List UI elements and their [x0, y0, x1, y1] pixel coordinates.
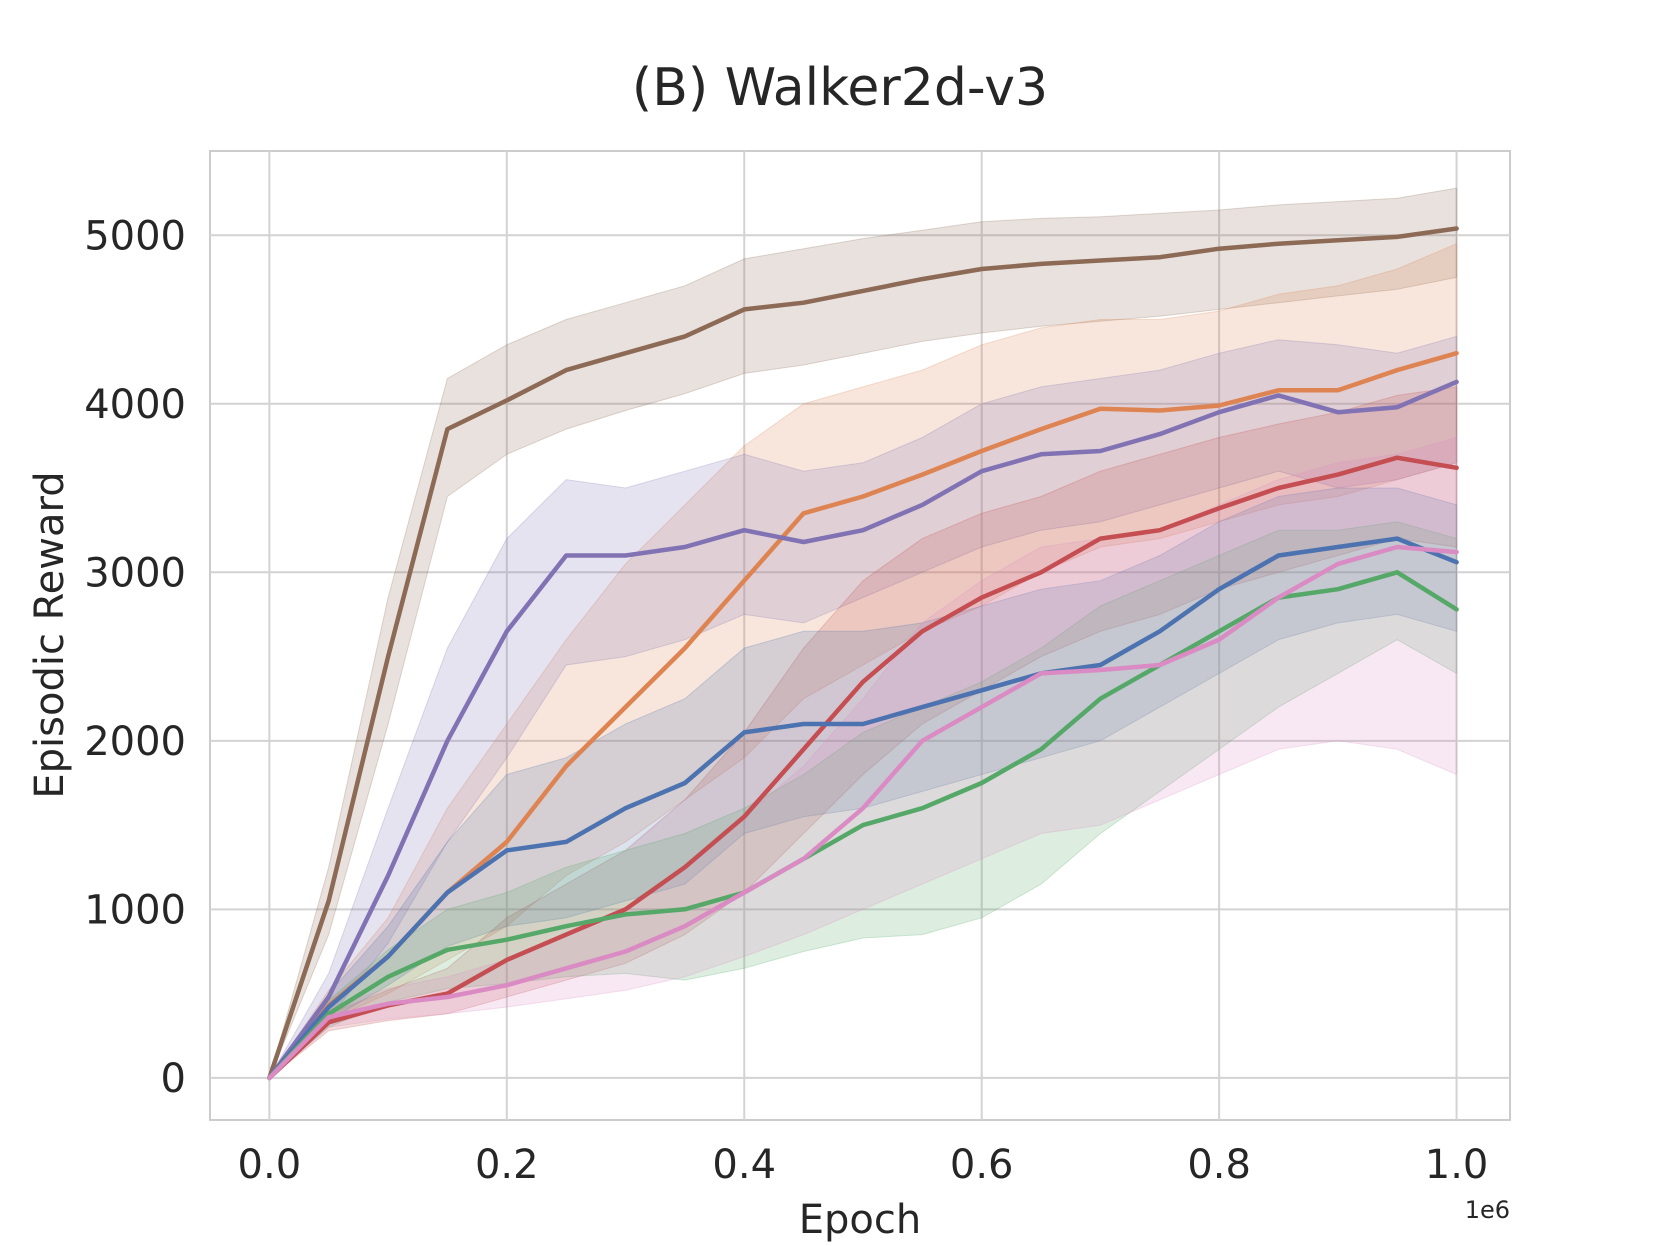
x-axis-label: Epoch	[799, 1197, 921, 1243]
series-line-blue	[267, 536, 1459, 1081]
x-tick-label: 0.6	[950, 1142, 1014, 1188]
band-purple	[268, 335, 1458, 1079]
series-line-brown	[267, 226, 1459, 1081]
y-tick-label: 2000	[84, 719, 186, 765]
band-green	[269, 521, 1458, 1079]
gridlines	[210, 151, 1510, 1120]
series-line-red	[267, 455, 1459, 1081]
band-brown	[268, 187, 1458, 1079]
series-lines	[267, 226, 1459, 1081]
band-blue	[268, 487, 1458, 1079]
y-tick-label: 5000	[84, 213, 186, 259]
y-tick-label: 3000	[84, 550, 186, 596]
y-tick-label: 1000	[84, 887, 186, 933]
x-scale-label: 1e6	[1465, 1196, 1510, 1224]
x-tick-labels: 0.0 0.2 0.4 0.6 0.8 1.0	[238, 1142, 1489, 1188]
y-tick-labels: 0 1000 2000 3000 4000 5000	[84, 213, 186, 1102]
series-line-green	[267, 570, 1459, 1081]
series-line-pink	[267, 544, 1459, 1081]
x-tick-label: 1.0	[1425, 1142, 1489, 1188]
x-tick-label: 0.0	[238, 1142, 302, 1188]
series-line-orange	[267, 350, 1459, 1081]
chart-title: (B) Walker2d-v3	[632, 58, 1048, 118]
x-tick-label: 0.4	[712, 1142, 776, 1188]
plot-area	[209, 150, 1511, 1121]
confidence-bands	[268, 187, 1458, 1079]
series-line-purple	[267, 379, 1459, 1081]
y-tick-label: 4000	[84, 382, 186, 428]
x-tick-label: 0.8	[1187, 1142, 1251, 1188]
x-tick-label: 0.2	[475, 1142, 539, 1188]
y-tick-label: 0	[161, 1056, 186, 1102]
y-axis-label: Episodic Reward	[27, 471, 73, 798]
